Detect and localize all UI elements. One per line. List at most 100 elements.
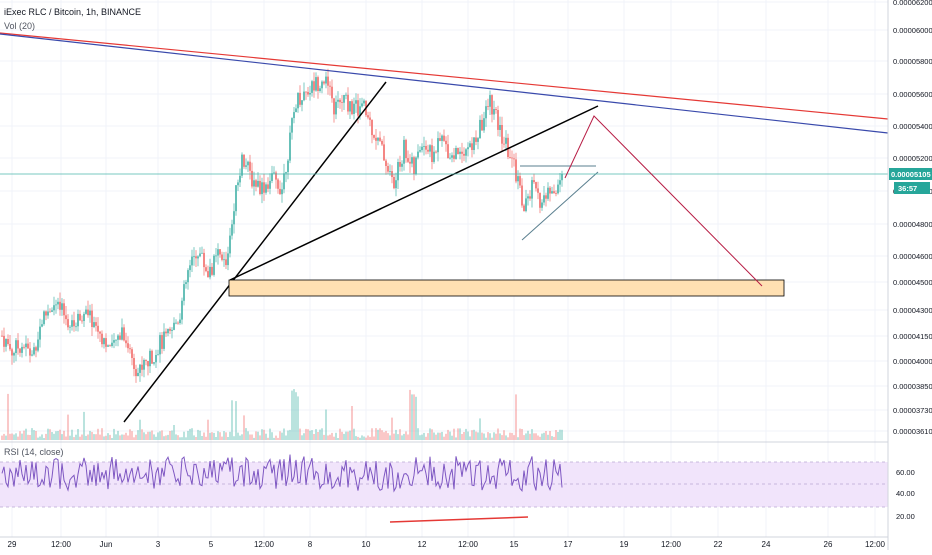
volume-bar [413,394,415,440]
candle-body [525,198,527,212]
candle-body [429,145,431,152]
candle-body [207,271,209,278]
candle-body [411,157,413,164]
volume-bar [81,434,83,440]
volume-bar [547,434,549,440]
candle-body [51,310,53,312]
volume-bar [9,433,11,440]
candle-body [43,311,45,325]
volume-bar [287,430,289,440]
candle-body [203,252,205,268]
volume-bar [1,435,3,440]
time-tick-label: 12:00 [254,540,275,549]
candle-body [3,335,5,347]
candle-body [167,328,169,334]
candle-body [71,320,73,327]
candle-body [485,106,487,119]
candle-body [513,158,515,160]
price-tick-label: 0.00005200 [893,154,932,163]
volume-bar [469,436,471,440]
volume-bar [67,414,69,440]
candle-body [15,340,17,353]
volume-bar [157,432,159,440]
volume-bar [427,433,429,440]
price-tick-label: 0.00003610 [893,427,932,436]
candle-body [237,182,239,186]
volume-bar [345,431,347,440]
time-tick-label: 24 [762,540,771,549]
candles [1,68,563,383]
candle-body [181,300,183,320]
candle-body [233,211,235,225]
volume-bar [21,433,23,440]
volume-bar [505,435,507,440]
volume-bar [199,430,201,440]
candle-body [315,77,317,91]
candle-body [555,193,557,194]
volume-bar [185,437,187,440]
price-tag-value: 0.00005105 [891,170,931,179]
volume-bar [407,434,409,440]
candle-body [433,151,435,162]
blue-trendline [0,33,889,134]
candle-body [117,335,119,340]
candle-body [471,143,473,150]
volume-bar [437,432,439,440]
volume-bar [103,436,105,440]
candle-body [151,350,153,364]
candle-body [335,101,337,115]
volume-bar [153,434,155,440]
candle-body [447,144,449,159]
volume-bar [359,437,361,440]
candle-body [147,361,149,367]
candle-body [499,125,501,130]
volume-bar [69,435,71,440]
candle-body [529,196,531,199]
volume-bar [235,401,237,440]
candle-body [37,339,39,351]
candle-body [267,184,269,189]
candle-body [479,119,481,139]
candle-body [557,184,559,194]
candle-body [543,195,545,203]
price-tick-label: 0.00003850 [893,382,932,391]
candle-body [361,103,363,107]
volume-bar [213,432,215,440]
candle-body [331,86,333,99]
volume-bar [125,432,127,440]
candle-body [123,327,125,341]
candle-body [221,254,223,260]
time-tick-label: 3 [156,540,161,549]
candle-body [165,331,167,334]
rsi-line [1,454,563,493]
candle-body [243,154,245,167]
time-tick-label: Jun [100,540,113,549]
volume-bar [549,431,551,440]
volume-bar [203,432,205,440]
volume-bar [557,432,559,440]
candle-body [511,157,513,159]
volume-bar [273,437,275,440]
volume-bar [285,435,287,440]
volume-bar [259,435,261,440]
candle-body [95,322,97,326]
candle-body [417,151,419,158]
candle-body [421,146,423,151]
price-tick-label: 0.00005800 [893,57,932,66]
candle-body [199,253,201,257]
volume-bar [369,436,371,440]
volume-bar [401,435,403,440]
volume-bar [449,431,451,440]
volume-bar [7,393,9,440]
price-tick-label: 0.00006200 [893,0,932,7]
candle-body [311,81,313,93]
candle-body [177,322,179,324]
volume-bar [107,433,109,440]
candle-body [317,77,319,91]
candle-body [111,342,113,346]
volume-bar [209,432,211,440]
volume-bar [195,437,197,440]
candle-body [93,322,95,327]
candle-body [291,118,293,133]
